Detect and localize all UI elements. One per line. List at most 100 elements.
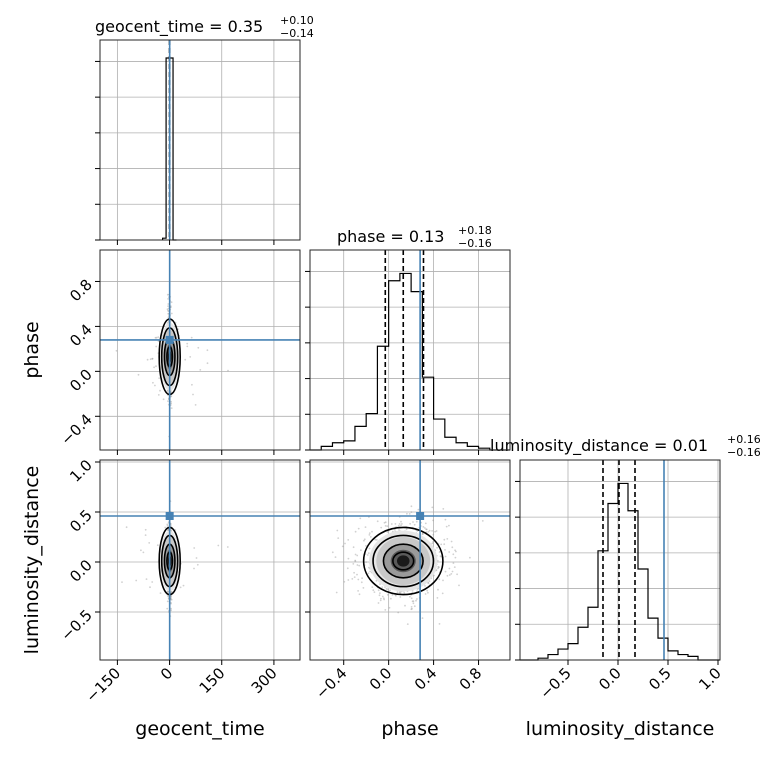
- sample-point: [137, 373, 140, 376]
- sample-point: [383, 598, 385, 601]
- sample-point: [397, 524, 400, 527]
- sample-point: [155, 336, 158, 339]
- sample-point: [432, 519, 434, 522]
- sample-point: [386, 593, 389, 596]
- sample-point: [411, 607, 413, 610]
- sample-point: [337, 537, 340, 539]
- sample-point: [182, 584, 185, 587]
- sample-point: [226, 546, 229, 548]
- title-phase-upper: +0.18: [458, 224, 492, 237]
- sample-point: [125, 526, 128, 529]
- sample-point: [367, 572, 370, 575]
- sample-point: [154, 336, 157, 339]
- panel-content: [310, 460, 510, 660]
- sample-point: [421, 533, 424, 535]
- sample-point: [356, 564, 359, 566]
- sample-point: [385, 588, 388, 590]
- x-tick-label-luminosity-distance-3: 1.0: [695, 664, 725, 694]
- sample-point: [438, 551, 441, 553]
- sample-point: [398, 591, 401, 594]
- sample-point: [336, 529, 339, 532]
- x-tick-label-phase-3: 0.8: [456, 664, 486, 694]
- x-tick-label-luminosity-distance-0: −0.5: [536, 664, 574, 702]
- sample-point: [166, 293, 169, 296]
- sample-point: [374, 538, 377, 541]
- sample-point: [386, 588, 389, 591]
- sample-point: [199, 369, 202, 371]
- title-luminosity-distance: luminosity_distance = 0.01: [490, 436, 708, 456]
- sample-point: [186, 345, 189, 348]
- sample-point: [157, 394, 160, 396]
- y-tick-label-luminosity-distance-2: 0.5: [66, 506, 96, 536]
- panel-frame: [99, 39, 301, 241]
- sample-point: [421, 533, 424, 535]
- sample-point: [155, 365, 157, 368]
- sample-point: [400, 520, 402, 523]
- sample-point: [363, 538, 366, 541]
- sample-point: [170, 400, 173, 403]
- sample-point: [167, 309, 169, 312]
- sample-point: [437, 588, 439, 591]
- sample-point: [353, 571, 355, 574]
- sample-point: [438, 623, 441, 625]
- sample-point: [377, 602, 380, 604]
- sample-point: [206, 349, 209, 352]
- sample-point: [365, 561, 367, 563]
- sample-point: [451, 570, 454, 573]
- sample-point: [170, 312, 173, 315]
- sample-point: [167, 312, 170, 315]
- panel-hist-luminosity-distance: −0.5 0.0 0.5 1.0: [515, 459, 725, 703]
- sample-point: [416, 598, 418, 600]
- x-tick-label-geocent-time-0: −150: [82, 664, 124, 706]
- sample-point: [170, 602, 172, 605]
- x-tick-label-geocent-time-3: 300: [248, 664, 281, 697]
- sample-point: [196, 563, 199, 566]
- sample-point: [189, 356, 192, 358]
- sample-point: [415, 599, 417, 602]
- sample-point: [377, 589, 380, 592]
- sample-point: [170, 598, 172, 600]
- sample-point: [384, 609, 387, 611]
- sample-point: [396, 591, 399, 593]
- sample-point: [437, 567, 439, 570]
- sample-point: [450, 540, 453, 543]
- sample-point: [403, 592, 406, 594]
- sample-point: [167, 391, 170, 393]
- sample-point: [192, 393, 194, 396]
- panel-content: [100, 460, 300, 660]
- sample-point: [186, 342, 189, 345]
- sample-point: [167, 400, 169, 402]
- sample-point: [152, 381, 154, 384]
- sample-point: [391, 594, 394, 596]
- truth-marker: [165, 335, 174, 344]
- sample-point: [195, 557, 198, 559]
- sample-point: [435, 569, 438, 571]
- sample-point: [424, 593, 427, 595]
- sample-point: [394, 523, 397, 525]
- truth-marker: [416, 512, 425, 520]
- sample-point: [438, 578, 441, 581]
- ylabel-phase: phase: [21, 321, 43, 378]
- sample-point: [151, 581, 154, 583]
- sample-point: [412, 521, 414, 523]
- sample-point: [439, 555, 442, 557]
- sample-point: [166, 607, 169, 610]
- sample-point: [366, 554, 369, 556]
- sample-point: [367, 552, 370, 554]
- sample-point: [361, 577, 363, 580]
- panel-2d-phase-luminosity-distance: −0.4 0.0 0.4 0.8: [305, 459, 511, 703]
- sample-point: [373, 591, 376, 593]
- panel-frame: [309, 249, 511, 451]
- sample-point: [454, 549, 456, 552]
- contour-3: [362, 526, 444, 596]
- sample-point: [410, 608, 413, 611]
- sample-point: [166, 523, 169, 526]
- sample-point: [157, 336, 160, 338]
- sample-point: [368, 566, 370, 569]
- x-tick-label-phase-1: 0.0: [366, 664, 396, 694]
- sample-point: [365, 545, 367, 547]
- sample-point: [351, 578, 354, 580]
- sample-point: [354, 559, 357, 562]
- sample-point: [379, 599, 382, 602]
- sample-point: [217, 544, 220, 547]
